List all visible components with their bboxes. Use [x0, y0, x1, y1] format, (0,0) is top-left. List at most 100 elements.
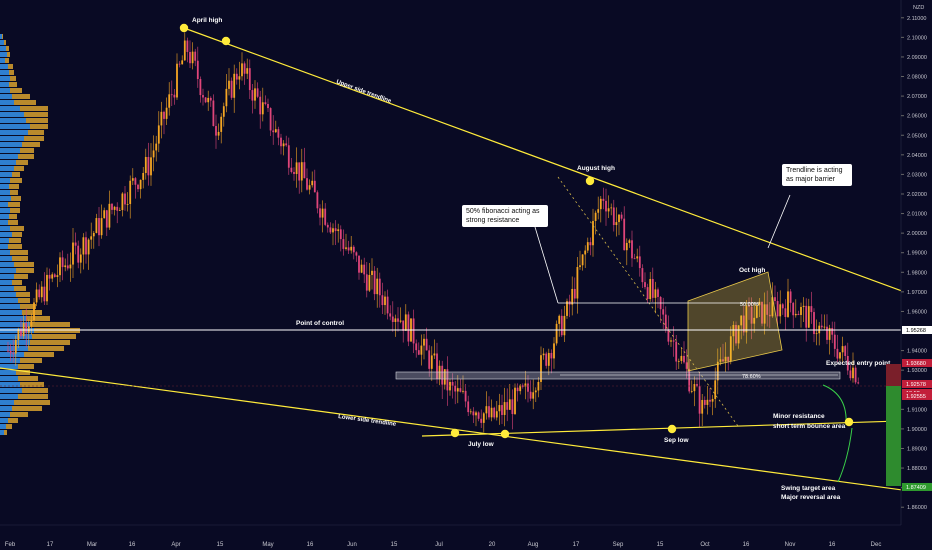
candle-body [313, 180, 316, 193]
volume-bar-blue [0, 208, 10, 213]
candle-body [241, 63, 243, 77]
volume-bar-blue [0, 376, 18, 381]
volume-bar-gold [18, 376, 38, 381]
stop-loss-zone [886, 364, 901, 386]
candle-body [641, 268, 644, 283]
candle-body [389, 313, 392, 317]
volume-bar-gold [9, 184, 19, 189]
candle-body [753, 317, 756, 324]
candle-body [228, 80, 230, 89]
candle-body [222, 106, 225, 117]
candle-body [482, 413, 485, 423]
time-axis[interactable]: Feb 17 Mar 16 Apr 15 May 16 Jun 15 Jul 20 Aug 17 Sep 15… [0, 524, 901, 548]
volume-bar-blue [0, 316, 26, 321]
candle-body [784, 308, 787, 317]
candle-body [345, 247, 347, 249]
volume-bar-gold [14, 262, 34, 267]
candle-body [493, 407, 496, 418]
candle-body [363, 264, 366, 275]
x-tick-label: Jun [347, 542, 357, 548]
target-price-tag: 1.87409 [906, 485, 926, 491]
candle-body [498, 405, 501, 412]
candle-body [787, 291, 789, 317]
candle-body [477, 412, 480, 419]
candle-body [828, 327, 831, 340]
candle-body [662, 309, 665, 315]
fib-786-label: 78.60% [742, 374, 761, 380]
y-tick-label: 2.02000 [907, 192, 927, 198]
volume-bar-blue [0, 76, 10, 81]
volume-bar-blue [0, 214, 9, 219]
fib-50-label: 50.00% [740, 302, 759, 308]
take-profit-zone [886, 386, 901, 486]
x-tick-label: 16 [129, 542, 136, 548]
x-tick-label: Apr [171, 542, 180, 548]
candle-body [425, 338, 428, 351]
volume-bar-gold [26, 118, 48, 123]
candle-body [467, 401, 470, 413]
volume-bar-blue [0, 58, 5, 63]
price-axis[interactable]: NZD 2.11000 2.10000 2.09000 2.08000 2.07000 2.… [886, 0, 932, 550]
candle-body [173, 94, 176, 98]
volume-bar-blue [0, 244, 8, 249]
august-high-marker [585, 176, 595, 186]
candle-body [527, 383, 529, 392]
volume-bar-blue [0, 148, 20, 153]
candle-body [428, 350, 431, 369]
candle-body [774, 297, 776, 302]
volume-bar-gold [10, 226, 24, 231]
volume-bar-blue [0, 130, 28, 135]
candle-body [800, 306, 802, 315]
candle-body [85, 237, 87, 255]
x-tick-label: Jul [435, 542, 443, 548]
volume-bar-blue [0, 100, 14, 105]
candle-body [779, 304, 782, 317]
candle-body [412, 318, 415, 344]
candle-body [540, 355, 542, 382]
volume-bar-gold [10, 178, 22, 183]
volume-bar-blue [0, 160, 16, 165]
x-tick-label: Nov [785, 542, 796, 548]
candle-body [636, 256, 639, 259]
volume-profile [0, 34, 80, 435]
candle-body [638, 256, 641, 269]
current-price-tag-bg [902, 380, 932, 388]
volume-bar-gold [6, 424, 12, 429]
candle-body [225, 88, 228, 107]
candle-body [521, 385, 524, 387]
volume-bar-blue [0, 94, 12, 99]
volume-bar-blue [0, 232, 12, 237]
candle-body [506, 402, 509, 410]
candle-body [810, 306, 813, 313]
candle-body [170, 94, 173, 96]
candle-body [576, 267, 579, 299]
volume-bar-gold [16, 292, 30, 297]
x-tick-label: 16 [307, 542, 314, 548]
candle-body [12, 353, 15, 355]
volume-bar-blue [0, 82, 9, 87]
sep-low-label: Sep low [664, 437, 690, 444]
x-tick-label: Aug [528, 542, 539, 548]
volume-bar-gold [8, 220, 18, 225]
candle-body [300, 162, 303, 181]
candle-body [563, 315, 566, 336]
candle-body [290, 167, 293, 172]
candle-body [620, 214, 623, 219]
candle-body [488, 406, 490, 418]
candle-body [560, 315, 563, 336]
candle-body [693, 384, 696, 392]
candle-body [293, 171, 295, 174]
candle-body [160, 111, 163, 126]
candle-body [516, 387, 519, 392]
candle-body [745, 305, 748, 333]
price-candles [7, 32, 860, 433]
candle-body [703, 399, 706, 405]
candle-body [706, 399, 709, 405]
volume-bar-gold [2, 34, 3, 39]
y-tick-label: 1.97000 [907, 290, 927, 296]
candle-body [519, 385, 522, 392]
candle-body [534, 390, 537, 393]
april-high-marker-2 [221, 36, 231, 46]
candle-body [261, 102, 264, 115]
